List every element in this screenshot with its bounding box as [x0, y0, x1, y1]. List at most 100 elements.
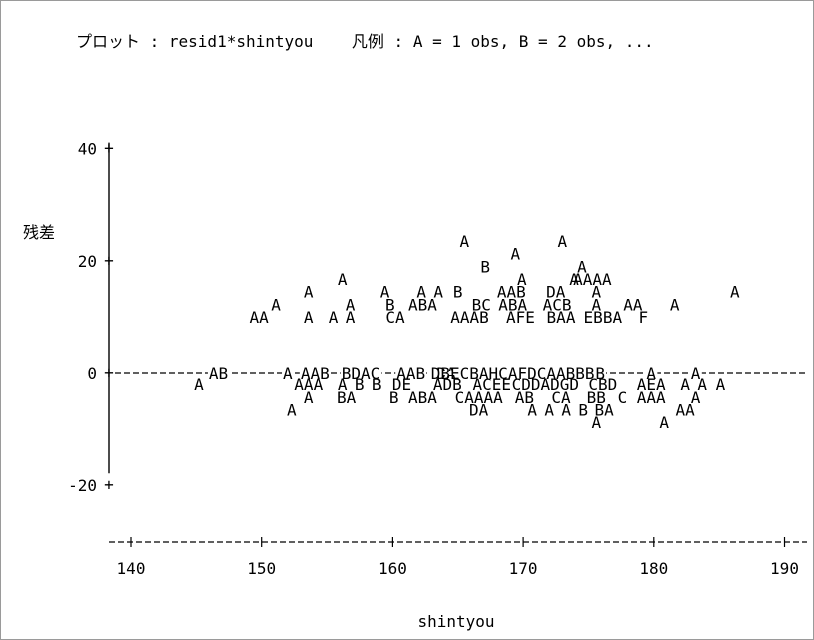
data-point: A [697, 375, 707, 394]
data-point-backing [340, 371, 382, 375]
y-tick-label: 0 [87, 364, 97, 383]
data-point: A [338, 270, 348, 289]
x-tick-label: 150 [247, 559, 276, 578]
data-point: A [380, 283, 390, 302]
y-axis: 40 +20 +0 + -20 + [68, 139, 114, 496]
data-point: AEA [637, 375, 666, 394]
data-point: BA [337, 388, 357, 407]
data-point-backing [395, 371, 427, 375]
data-point: DA [546, 283, 566, 302]
data-point: AAA [637, 388, 666, 407]
data-point: A [287, 400, 297, 419]
data-point: A [591, 296, 601, 315]
y-tick-label: -20 [68, 476, 97, 495]
x-tick-label: 170 [509, 559, 538, 578]
data-point: BC [472, 296, 491, 315]
data-point-backing [645, 371, 658, 375]
data-point: A [730, 283, 740, 302]
data-point: CBD [588, 375, 617, 394]
data-point: A [646, 364, 656, 383]
data-point: BB [587, 388, 606, 407]
data-point: CA [551, 388, 571, 407]
data-point: AA [676, 400, 696, 419]
data-point: CAAAA [455, 388, 504, 407]
data-point: A [346, 296, 356, 315]
data-point: A [659, 413, 669, 432]
data-point: DE [392, 375, 411, 394]
data-point: AB [515, 388, 534, 407]
data-point: A [557, 232, 567, 251]
data-point-backing [282, 371, 295, 375]
data-point: A [680, 375, 690, 394]
data-point: ABA [498, 296, 527, 315]
data-point: B [480, 257, 490, 276]
data-point: EBBA [584, 308, 623, 327]
data-point: AAA [294, 375, 323, 394]
data-point: A [716, 375, 726, 394]
data-point: BA [595, 400, 615, 419]
data-point: AB [209, 364, 228, 383]
data-point: ACEE [472, 375, 511, 394]
y-tick-mark: + [104, 139, 114, 158]
data-point: A [304, 308, 314, 327]
data-point: A [510, 245, 520, 264]
data-point-backing [689, 371, 702, 375]
data-point: A [304, 283, 314, 302]
data-point: AAB [301, 364, 330, 383]
data-point: A [283, 364, 293, 383]
data-point: A [271, 296, 281, 315]
data-point: A [591, 413, 601, 432]
data-point: B [453, 283, 463, 302]
data-point: A [670, 296, 680, 315]
data-point: A [691, 364, 701, 383]
data-point-backing [594, 371, 607, 375]
data-point: A [433, 283, 443, 302]
x-tick-label: 190 [770, 559, 799, 578]
data-point: B [355, 375, 365, 394]
data-point: B [389, 388, 399, 407]
y-tick-mark: + [104, 251, 114, 270]
y-tick-mark: + [104, 363, 114, 382]
y-tick-label: 40 [78, 140, 97, 159]
data-point: F [639, 308, 649, 327]
data-point: ABA [408, 388, 437, 407]
data-point: A [544, 400, 554, 419]
data-point-backing [299, 371, 331, 375]
y-tick-label: 20 [78, 252, 97, 271]
data-point: AAB [396, 364, 425, 383]
data-point: A [346, 308, 356, 327]
data-point: BDAC [342, 364, 381, 383]
x-axis-label: shintyou [417, 612, 494, 631]
y-tick-mark: + [104, 475, 114, 494]
data-point: B [578, 400, 588, 419]
data-point: DA [469, 400, 489, 419]
data-point: A [569, 270, 579, 289]
data-point: ACB [543, 296, 572, 315]
data-point: AAAB [450, 308, 489, 327]
data-point: AA [249, 308, 269, 327]
data-point: A [338, 375, 348, 394]
data-point: C [618, 388, 628, 407]
data-point: A [416, 283, 426, 302]
data-point: A [561, 400, 571, 419]
x-tick-label: 140 [117, 559, 146, 578]
data-point: A [691, 388, 701, 407]
data-point: A [194, 375, 204, 394]
y-axis-label: 残差 [23, 223, 55, 242]
data-point: A [517, 270, 527, 289]
data-point: A [329, 308, 339, 327]
data-point: AA [623, 296, 643, 315]
data-point: B [595, 364, 605, 383]
data-point: AAAA [573, 270, 612, 289]
data-point-backing [207, 371, 230, 375]
data-point: ABA [408, 296, 437, 315]
data-point: CDDADGD [512, 375, 579, 394]
data-point: B [372, 375, 382, 394]
data-point: A [459, 232, 469, 251]
plot-title: プロット : resid1*shintyou 凡例 : A = 1 obs, B… [76, 32, 654, 51]
data-point: ADB [433, 375, 462, 394]
data-point-backing [429, 371, 596, 375]
